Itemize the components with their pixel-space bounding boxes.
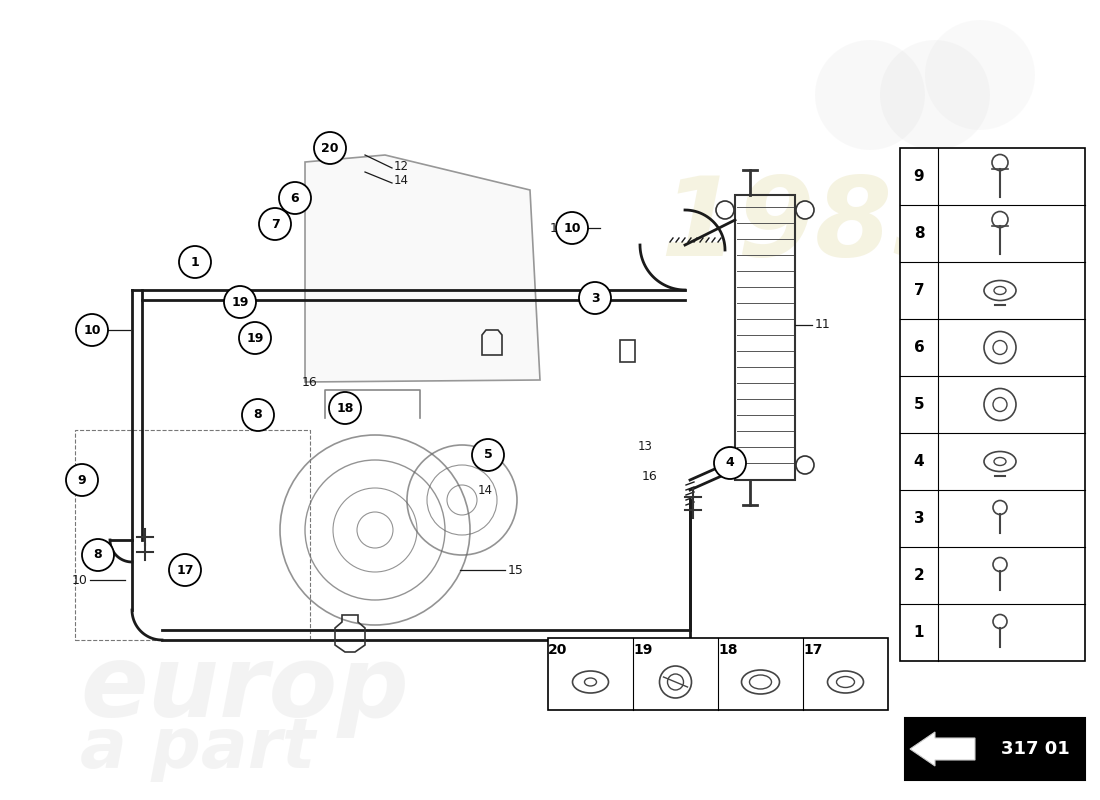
Text: 10: 10 (550, 222, 566, 234)
Text: 8: 8 (94, 549, 102, 562)
Text: 6: 6 (290, 191, 299, 205)
Bar (905, 718, 1085, 780)
Text: 16: 16 (302, 375, 318, 389)
FancyArrow shape (910, 732, 975, 766)
Circle shape (815, 40, 925, 150)
Text: 13: 13 (638, 441, 653, 454)
Text: 15: 15 (508, 563, 524, 577)
Circle shape (556, 212, 588, 244)
Circle shape (716, 201, 734, 219)
Circle shape (796, 201, 814, 219)
Bar (548, 638, 888, 710)
Text: 10: 10 (77, 323, 94, 337)
Text: 20: 20 (548, 643, 568, 657)
Text: 7: 7 (914, 283, 924, 298)
Circle shape (82, 539, 114, 571)
Circle shape (239, 322, 271, 354)
Text: 14: 14 (394, 174, 409, 187)
Text: 14: 14 (477, 483, 493, 497)
Circle shape (76, 314, 108, 346)
Circle shape (66, 464, 98, 496)
Bar (735, 195, 795, 480)
Circle shape (329, 392, 361, 424)
Text: 8: 8 (254, 409, 262, 422)
Text: 8: 8 (914, 226, 924, 241)
Text: 18: 18 (718, 643, 738, 657)
Circle shape (258, 208, 292, 240)
Polygon shape (305, 155, 540, 382)
Text: 7: 7 (271, 218, 279, 230)
Text: 18: 18 (337, 402, 354, 414)
Text: a part: a part (80, 714, 316, 782)
Circle shape (314, 132, 346, 164)
Text: 20: 20 (321, 142, 339, 154)
Text: 17: 17 (803, 643, 823, 657)
Bar (900, 148, 1085, 661)
Text: 17: 17 (176, 563, 194, 577)
Text: 11: 11 (815, 318, 830, 331)
Text: 3: 3 (914, 511, 924, 526)
Text: 1: 1 (914, 625, 924, 640)
Text: 10: 10 (84, 323, 101, 337)
Circle shape (925, 20, 1035, 130)
Text: 9: 9 (78, 474, 86, 486)
Text: 19: 19 (246, 331, 264, 345)
Circle shape (714, 447, 746, 479)
Text: 19: 19 (634, 643, 652, 657)
Circle shape (716, 456, 734, 474)
Circle shape (472, 439, 504, 471)
Text: europ: europ (80, 642, 409, 738)
Text: 10: 10 (73, 574, 88, 586)
Text: 4: 4 (914, 454, 924, 469)
Circle shape (224, 286, 256, 318)
Circle shape (579, 282, 610, 314)
Text: 6: 6 (914, 340, 924, 355)
Text: 19: 19 (231, 295, 249, 309)
Text: 3: 3 (591, 291, 600, 305)
Circle shape (880, 40, 990, 150)
Circle shape (242, 399, 274, 431)
Bar (75, 430, 310, 640)
Text: 12: 12 (394, 159, 409, 173)
Text: 16: 16 (642, 470, 658, 483)
Circle shape (279, 182, 311, 214)
Circle shape (179, 246, 211, 278)
Text: 317 01: 317 01 (1001, 740, 1069, 758)
Circle shape (169, 554, 201, 586)
Text: 1985: 1985 (660, 171, 969, 278)
Text: 4: 4 (726, 457, 735, 470)
Text: 5: 5 (484, 449, 493, 462)
Circle shape (796, 456, 814, 474)
Text: 1: 1 (190, 255, 199, 269)
Text: 2: 2 (914, 568, 924, 583)
Text: 9: 9 (914, 169, 924, 184)
Text: 10: 10 (563, 222, 581, 234)
Text: 5: 5 (914, 397, 924, 412)
